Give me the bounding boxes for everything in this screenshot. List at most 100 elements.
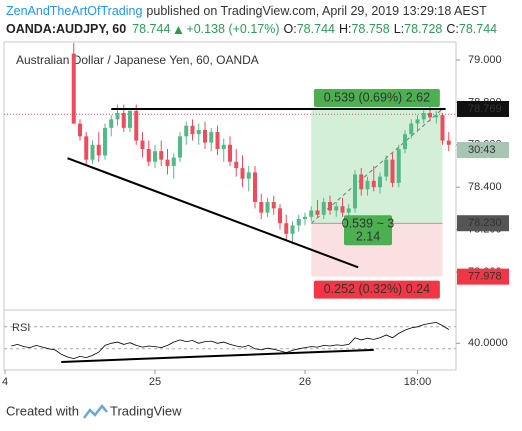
candle-body xyxy=(315,210,320,215)
ohlc-value: 78.758 xyxy=(351,22,389,36)
candle-body xyxy=(396,149,401,183)
x-tick-label: 18:00 xyxy=(404,376,432,388)
target-marker: 78.769 xyxy=(468,103,502,115)
candle-body xyxy=(309,210,314,217)
candle-body xyxy=(340,206,345,213)
mid-label: 0.539 ~ 3 xyxy=(342,217,395,231)
chart-title: Australian Dollar / Japanese Yen, 60, OA… xyxy=(16,53,259,67)
ohlc-label: O: xyxy=(284,22,297,36)
candle-body xyxy=(246,172,251,179)
candle-body xyxy=(378,176,382,188)
candle-body xyxy=(359,174,364,190)
ohlc: O:78.744 H:78.758 L:78.728 C:78.744 xyxy=(284,22,498,36)
candle-body xyxy=(221,144,226,150)
ohlc-value: 78.744 xyxy=(459,22,497,36)
candle-body xyxy=(121,113,126,128)
candle-body xyxy=(215,132,220,150)
candle-body xyxy=(346,208,351,213)
rsi-tick-label: 40.0000 xyxy=(468,337,508,349)
candle-body xyxy=(278,208,282,224)
mid-label: 2.14 xyxy=(356,230,380,244)
candle-body xyxy=(284,223,289,234)
target-marker-box xyxy=(457,100,509,117)
candle-body xyxy=(409,123,414,135)
rsi-line xyxy=(11,321,450,360)
candle-body xyxy=(153,151,157,162)
ohlc-label: L: xyxy=(394,22,404,36)
stop-label: 0.252 (0.32%) 0.24 xyxy=(324,282,430,296)
ohlc-label: C: xyxy=(446,22,459,36)
rsi-trendline xyxy=(61,348,374,363)
change: +0.138 (+0.17%) xyxy=(186,22,279,36)
candle-body xyxy=(328,202,332,211)
rsi-title: RSI xyxy=(12,322,30,334)
target-path xyxy=(310,108,443,224)
logo xyxy=(83,404,108,419)
candle-body xyxy=(196,129,201,135)
x-tick-label: 4 xyxy=(2,376,8,388)
candle-body xyxy=(296,218,301,226)
target-label: 0.539 (0.69%) 2.62 xyxy=(324,90,430,104)
candle-body xyxy=(84,136,89,160)
candle-body xyxy=(134,110,139,141)
ohlc-label: H: xyxy=(339,22,352,36)
candle-body xyxy=(253,172,257,203)
candle-body xyxy=(321,202,326,215)
stop-marker: 77.978 xyxy=(468,271,502,283)
candle-body xyxy=(434,115,439,118)
candle-body xyxy=(415,119,420,124)
candle-body xyxy=(103,127,107,156)
candle-body xyxy=(165,159,170,166)
header-line-1: ZenAndTheArtOfTrading published on Tradin… xyxy=(6,4,487,18)
mid-label-box xyxy=(344,215,392,246)
ohlc-value: 78.744 xyxy=(297,22,335,36)
plot xyxy=(4,43,456,277)
candle-body xyxy=(446,140,451,145)
up-arrow xyxy=(174,26,183,34)
candle-body xyxy=(303,216,307,219)
entry-marker: 78.230 xyxy=(468,217,502,229)
x-tick-label: 25 xyxy=(149,376,161,388)
published: published on TradingView.com, April 29, … xyxy=(146,4,487,18)
candle-body xyxy=(228,144,232,162)
candle-body xyxy=(334,206,339,211)
candle-body xyxy=(184,125,189,137)
candle-body xyxy=(96,144,101,156)
candle-body xyxy=(159,151,164,160)
stop-label-box xyxy=(313,280,440,299)
candle-body xyxy=(109,119,114,128)
countdown: 30:43 xyxy=(468,144,496,156)
candle-body xyxy=(71,53,76,124)
candle-body xyxy=(234,161,239,169)
header-line-2: OANDA:AUDJPY, 60 78.744 +0.138 (+0.17%) O:7… xyxy=(6,22,497,36)
candle-body xyxy=(209,132,214,143)
candle-body xyxy=(178,136,182,158)
candle-body xyxy=(128,110,132,128)
candle-body xyxy=(259,202,264,213)
price: 78.744 xyxy=(132,22,170,36)
candle-body xyxy=(365,180,370,190)
footer: Created with TradingView xyxy=(6,403,182,419)
candle-body xyxy=(440,115,445,141)
candle-body xyxy=(428,113,432,118)
y-tick-label: 79.000 xyxy=(468,54,502,66)
candle-body xyxy=(115,113,120,120)
stop-marker-box xyxy=(457,268,509,285)
x-tick-label: 26 xyxy=(299,376,311,388)
candle-body xyxy=(90,144,95,160)
brand[interactable]: TradingView xyxy=(110,403,182,418)
candle-body xyxy=(171,157,176,166)
candle-body xyxy=(203,129,207,143)
candle-body xyxy=(240,168,245,179)
ohlc-value: 78.728 xyxy=(404,22,442,36)
trendline xyxy=(67,157,359,269)
author[interactable]: ZenAndTheArtOfTrading xyxy=(6,4,142,18)
candle-body xyxy=(265,202,270,213)
candle-body xyxy=(290,225,295,234)
entry-marker-box xyxy=(457,215,509,232)
candle-body xyxy=(271,202,276,209)
candle-body xyxy=(371,180,376,188)
y-tick-label: 78.400 xyxy=(468,181,502,193)
candle-body xyxy=(403,134,407,150)
